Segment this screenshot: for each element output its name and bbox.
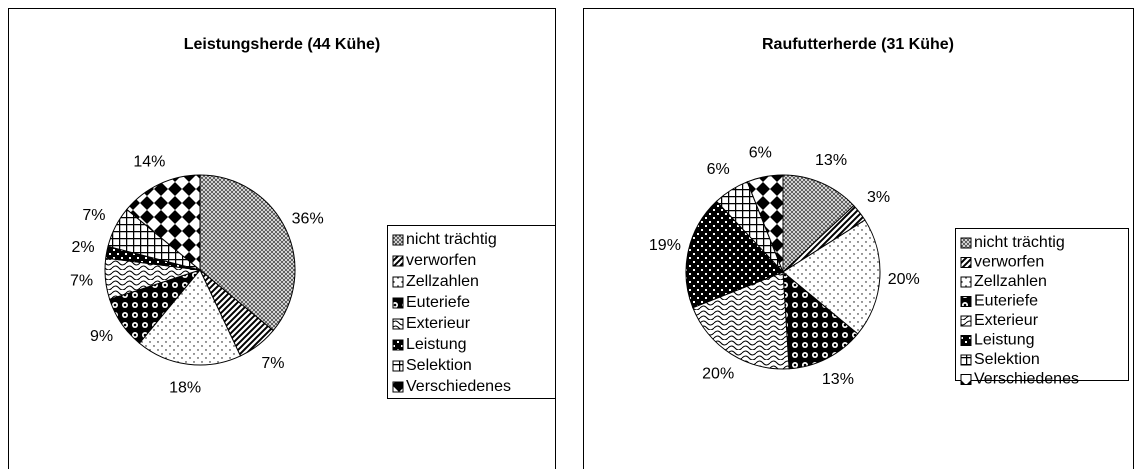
pie-slice: [126, 174, 201, 272]
pie-slice: [746, 174, 784, 273]
chart-title: Leistungsherde (44 Kühe): [184, 36, 380, 53]
data-label: 13%: [815, 152, 847, 169]
data-label: 20%: [888, 271, 920, 288]
legend-swatch: [960, 296, 972, 307]
legend-label: Verschiedenes: [406, 378, 511, 395]
legend-label: Exterieur: [974, 312, 1039, 329]
legend-swatch: [392, 234, 404, 246]
chart-title: Raufutterherde (31 Kühe): [762, 36, 954, 53]
legend-label: Exterieur: [406, 315, 471, 332]
legend: [955, 228, 1129, 381]
legend-swatch: [960, 354, 972, 366]
legend-swatch: [392, 339, 404, 351]
pie-slice: [692, 271, 790, 370]
data-label: 7%: [261, 355, 284, 372]
legend-swatch: [960, 335, 972, 346]
legend-swatch: [960, 276, 972, 288]
legend-label: Zellzahlen: [974, 273, 1047, 290]
legend-swatch: [392, 318, 404, 330]
pie-slice: [685, 200, 784, 309]
pie-slice: [782, 174, 855, 274]
legend-label: nicht trächtig: [406, 231, 497, 248]
legend-label: Leistung: [406, 336, 467, 353]
legend-label: Zellzahlen: [406, 273, 479, 290]
legend-label: Euteriefe: [406, 294, 470, 311]
data-label: 13%: [822, 371, 854, 388]
legend-swatch: [392, 381, 404, 393]
legend-label: Verschiedenes: [974, 371, 1079, 388]
legend-swatch: [392, 297, 404, 309]
pie-slice: [782, 219, 881, 335]
legend: [387, 225, 556, 399]
legend-swatch: [960, 257, 972, 268]
legend-label: verworfen: [406, 252, 476, 269]
legend-swatch: [392, 255, 404, 267]
data-label: 6%: [749, 144, 772, 161]
legend-swatch: [960, 237, 972, 249]
data-label: 2%: [72, 239, 95, 256]
legend-swatch: [392, 276, 404, 288]
data-label: 19%: [649, 237, 681, 254]
legend-swatch: [392, 360, 404, 372]
legend-label: Euteriefe: [974, 293, 1038, 310]
legend-swatch: [960, 374, 972, 385]
legend-swatch: [960, 315, 972, 327]
pie-slice: [782, 270, 859, 370]
data-label: 7%: [82, 207, 105, 224]
panel: [583, 8, 1134, 474]
data-label: 3%: [867, 189, 890, 206]
data-label: 14%: [133, 154, 165, 171]
legend-label: nicht trächtig: [974, 234, 1065, 251]
legend-label: Selektion: [974, 351, 1040, 368]
data-label: 6%: [707, 161, 730, 178]
data-label: 36%: [292, 211, 324, 228]
data-label: 18%: [169, 379, 201, 396]
data-label: 7%: [70, 272, 93, 289]
pie-slice: [138, 269, 242, 366]
data-label: 20%: [702, 365, 734, 382]
legend-label: Leistung: [974, 332, 1035, 349]
legend-label: Selektion: [406, 357, 472, 374]
data-label: 9%: [90, 328, 113, 345]
pie-slice: [199, 174, 296, 332]
legend-label: verworfen: [974, 254, 1044, 271]
